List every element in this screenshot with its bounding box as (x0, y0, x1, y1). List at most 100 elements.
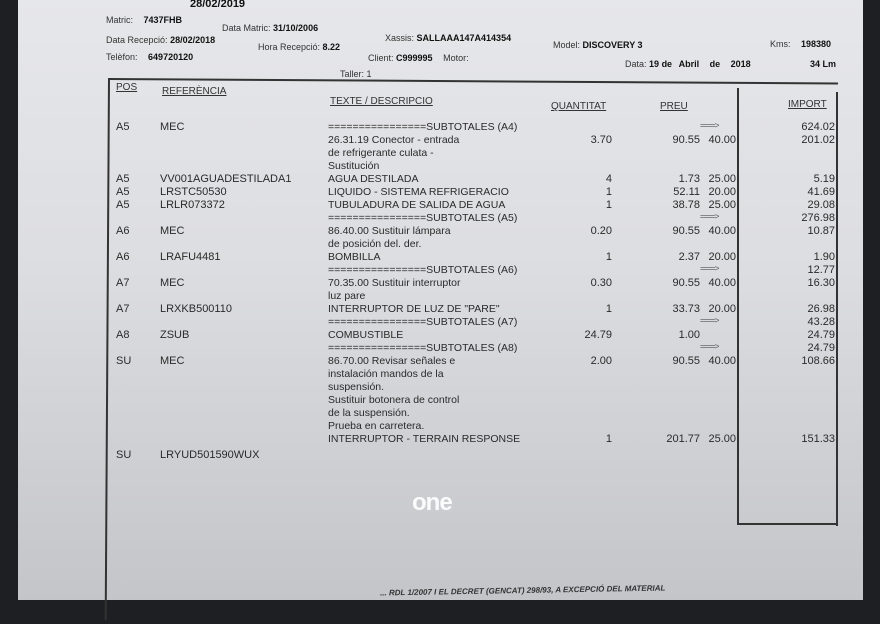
cell-qty: 0.20 (590, 225, 612, 237)
matric-value: 7437FHB (143, 15, 183, 25)
cell-dte: 40.00 (708, 277, 736, 289)
matric: Matric: 7437FHB (106, 15, 182, 25)
hora-recepcio-label: Hora Recepció: (258, 42, 321, 52)
cell-arrow: ====> (700, 121, 719, 130)
table-row: A8 ZSUB COMBUSTIBLE 24.79 1.00 24.79 (0, 329, 880, 342)
table-row: 26.31.19 Conector - entrada 3.70 90.55 40.0… (0, 134, 880, 147)
data-matric-label: Data Matric: (222, 23, 271, 33)
model-label: Model: (553, 40, 581, 50)
cell-pos: A6 (116, 251, 130, 263)
cell-dte: 20.00 (708, 303, 736, 315)
cell-import: 24.79 (807, 342, 835, 354)
cell-dte: 40.00 (708, 355, 736, 367)
cell-pos: A5 (116, 173, 130, 185)
cell-import: 24.79 (807, 329, 835, 341)
cell-ref: MEC (160, 225, 185, 237)
cell-preu: 90.55 (672, 134, 700, 146)
cell-import: 108.66 (801, 355, 835, 367)
cell-pos: A5 (116, 199, 130, 211)
table-row: Sustitución (0, 160, 880, 173)
model-value: DISCOVERY 3 (582, 40, 643, 50)
cell-qty: 1 (605, 303, 612, 315)
cell-ref: LRXKB500110 (160, 303, 232, 315)
cell-pos: A7 (116, 277, 130, 289)
cell-desc: suspensión. (328, 381, 385, 393)
cell-preu: 52.11 (673, 186, 700, 198)
col-header-qty: QUANTITAT (551, 101, 607, 112)
cell-arrow: ====> (700, 342, 719, 351)
cell-dte: 25.00 (708, 199, 736, 211)
cell-import: 276.98 (801, 212, 835, 224)
cell-preu: 1.73 (678, 173, 700, 185)
cell-pos: A5 (116, 121, 130, 133)
cell-arrow: ====> (700, 316, 719, 325)
cell-desc: BOMBILLA (328, 251, 381, 263)
cell-ref: MEC (160, 355, 185, 367)
table-row: A5 LRSTC50530 LIQUIDO - SISTEMA REFRIGERAC… (0, 186, 880, 199)
cell-qty: 3.70 (590, 134, 612, 146)
table-row: Prueba en carretera. (0, 420, 880, 433)
cell-dte: 20.00 (708, 251, 736, 263)
cell-dte: 25.00 (708, 433, 736, 445)
invoice-paper (18, 0, 863, 600)
cell-import: 5.19 (813, 173, 835, 185)
cell-desc: LIQUIDO - SISTEMA REFRIGERACIO (328, 186, 509, 198)
data-recepcio-label: Data Recepció: (106, 35, 168, 45)
cell-import: 41.69 (807, 186, 835, 198)
cell-qty: 4 (605, 173, 612, 185)
cell-qty: 1 (605, 186, 612, 198)
xassis: Xassis: SALLAAA147A414354 (385, 33, 511, 43)
cell-desc: 86.70.00 Revisar señales e (328, 355, 456, 367)
cell-desc: TUBULADURA DE SALIDA DE AGUA (328, 199, 506, 211)
client-value: C999995 (396, 53, 433, 63)
cell-desc: 70.35.00 Sustituir interruptor (328, 277, 461, 289)
table-row: ================SUBTOTALES (A7) ====> 43.2… (0, 316, 880, 329)
cell-desc: luz pare (328, 290, 366, 302)
telefon: Telèfon: 649720120 (106, 52, 193, 62)
cell-pos: SU (116, 449, 132, 461)
table-row: de la suspensión. (0, 407, 880, 420)
cell-ref: ZSUB (160, 329, 190, 341)
cell-ref: VV001AGUADESTILADA1 (160, 173, 292, 185)
cell-qty: 1 (605, 251, 612, 263)
client: Client: C999995 Motor: (368, 53, 469, 63)
import-box-bottom (737, 523, 837, 525)
cell-preu: 90.55 (672, 355, 700, 367)
invoice-date: Data: 19 de Abril de 2018 (625, 59, 751, 69)
cell-import: 1.90 (813, 251, 835, 263)
col-header-desc: TEXTE / DESCRIPCIO (330, 96, 433, 107)
cell-dte: 40.00 (708, 225, 736, 237)
cell-dte: 25.00 (708, 173, 736, 185)
cell-import: 12.77 (807, 264, 835, 276)
col-header-import: IMPORT (788, 99, 827, 110)
top-date-value: 28/02/2019 (190, 0, 246, 10)
invoice-date-de: de (709, 59, 721, 69)
column-divider (737, 88, 739, 524)
invoice-date-year: 2018 (730, 59, 751, 69)
invoice-date-de: de (661, 59, 673, 69)
table-row: suspensión. (0, 381, 880, 394)
cell-preu: 2.37 (678, 251, 700, 263)
table-row: ================SUBTOTALES (A6) ====> 12.7… (0, 264, 880, 277)
cell-desc: ================SUBTOTALES (A4) (328, 121, 518, 133)
data-matric: Data Matric: 31/10/2006 (222, 23, 318, 33)
cell-preu: 38.78 (672, 199, 700, 211)
cell-desc: INTERRUPTOR DE LUZ DE "PARE" (328, 303, 500, 315)
cell-desc: de refrigerante culata - (328, 147, 434, 159)
cell-desc: ================SUBTOTALES (A5) (328, 212, 518, 224)
table-row: A5 LRLR073372 TUBULADURA DE SALIDA DE AGUA… (0, 199, 880, 212)
motor-label: Motor: (443, 53, 469, 63)
cell-preu: 201.77 (666, 433, 700, 445)
table-row: Sustituir botonera de control (0, 394, 880, 407)
cell-pos: SU (116, 355, 132, 367)
cell-arrow: ====> (700, 264, 719, 273)
cell-import: 29.08 (807, 199, 835, 211)
cell-pos: A8 (116, 329, 130, 341)
cell-desc: Prueba en carretera. (328, 420, 425, 432)
cell-ref: LRYUD501590WUX (160, 449, 260, 461)
cell-import: 10.87 (807, 225, 835, 237)
cell-preu: 90.55 (672, 225, 700, 237)
table-row: ================SUBTOTALES (A8) ====> 24.7… (0, 342, 880, 355)
cell-import: 201.02 (801, 134, 835, 146)
hora-recepcio: Hora Recepció: 8.22 (258, 42, 340, 52)
